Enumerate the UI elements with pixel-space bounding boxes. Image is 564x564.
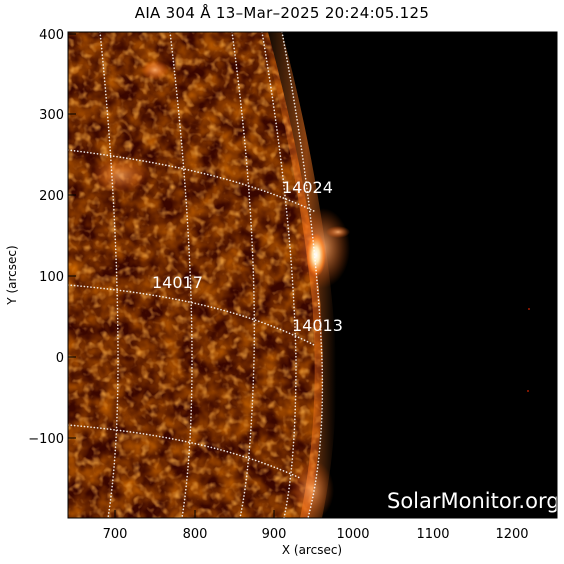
limb-loops-south — [290, 460, 334, 518]
region-label: 14017 — [152, 273, 203, 292]
y-tick-label: −100 — [28, 432, 64, 447]
y-axis — [68, 33, 76, 439]
x-axis — [114, 510, 513, 518]
y-axis-label: Y (arcsec) — [5, 245, 19, 305]
region-label: 14024 — [282, 178, 333, 197]
image-title: AIA 304 Å 13–Mar–2025 20:24:05.125 — [134, 4, 430, 22]
x-axis-label: X (arcsec) — [282, 543, 342, 557]
grid-meridian — [281, 32, 324, 518]
region-label: 14013 — [292, 316, 343, 335]
y-tick-label: 100 — [39, 270, 64, 285]
grid-meridian — [261, 32, 297, 518]
x-tick-label: 1000 — [336, 527, 369, 542]
x-tick-label: 700 — [103, 527, 128, 542]
hot-pixel — [528, 308, 530, 310]
limb-brightening — [262, 32, 337, 518]
x-tick-label: 1200 — [495, 527, 528, 542]
flare-loop — [326, 226, 350, 238]
watermark: SolarMonitor.org — [387, 489, 560, 513]
plage-north — [141, 60, 169, 80]
grid-parallel — [68, 149, 317, 213]
y-tick-label: 300 — [39, 108, 64, 123]
grid-parallel — [68, 284, 317, 347]
x-tick-label: 900 — [262, 527, 287, 542]
hot-pixel — [527, 390, 529, 392]
plage-west — [90, 157, 150, 193]
grid-meridian — [169, 32, 193, 518]
plot-frame — [67, 31, 558, 519]
grid-meridian — [231, 32, 256, 518]
grid-parallel — [68, 424, 301, 479]
x-tick-label: 1100 — [416, 527, 449, 542]
x-tick-label: 800 — [183, 527, 208, 542]
y-tick-label: 0 — [56, 351, 64, 366]
coordinate-grid — [68, 32, 324, 518]
solar-disk — [68, 32, 323, 518]
flare-core — [306, 233, 326, 277]
y-tick-label: 400 — [39, 28, 64, 43]
y-tick-label: 200 — [39, 189, 64, 204]
grid-meridian — [99, 32, 119, 518]
